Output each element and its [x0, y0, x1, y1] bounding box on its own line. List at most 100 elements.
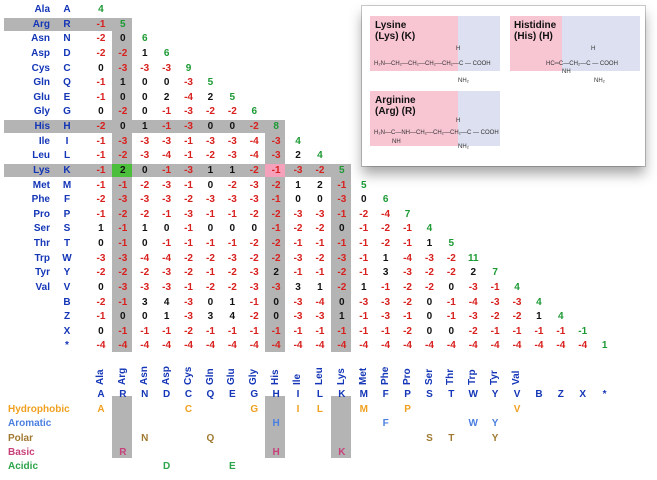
- cell-H-A: -2: [96, 121, 106, 133]
- cell-V-C: -1: [184, 281, 193, 293]
- cell-B-B: 4: [536, 296, 542, 308]
- col-name-S: Ser: [423, 368, 435, 385]
- cell-X-D: -1: [162, 325, 172, 337]
- col-code-N: N: [141, 389, 149, 400]
- cell-Y-P: -3: [403, 267, 412, 279]
- row-code-X: X: [63, 325, 71, 337]
- row-code-W: W: [62, 252, 72, 264]
- cell-E-R: 0: [120, 91, 126, 103]
- cell-S-D: 0: [163, 223, 170, 235]
- cell-W-M: -1: [359, 252, 369, 264]
- cell-L-N: -3: [140, 150, 150, 162]
- cell-V-T: 0: [448, 281, 455, 293]
- col-name-Y: Tyr: [489, 370, 501, 385]
- cell-I-G: -4: [249, 135, 259, 147]
- cell-S-S: 4: [426, 223, 433, 235]
- lys-his-highlight: [265, 163, 286, 177]
- cell-V-Y: -1: [490, 281, 500, 293]
- col-name-H: His: [270, 369, 282, 385]
- cell-F-R: -3: [118, 194, 128, 206]
- cell-A-A: 4: [98, 4, 104, 15]
- cell-L-H: -3: [271, 150, 281, 162]
- property-polar-S: S: [426, 432, 433, 444]
- cell-W-W: 11: [467, 252, 479, 264]
- cell-X-F: -1: [381, 325, 391, 337]
- property-hydrophobic-I: I: [296, 404, 300, 415]
- cell-Z-S: 0: [426, 311, 433, 323]
- cell-H-C: -3: [184, 121, 193, 133]
- col-code-S: S: [426, 389, 433, 400]
- property-hydrophobic-P: P: [404, 404, 411, 415]
- row-name-K: Lys: [33, 164, 50, 176]
- cell-T-A: 0: [98, 238, 104, 250]
- cell-V-N: -3: [140, 281, 150, 293]
- cell-*-*: 1: [601, 340, 608, 352]
- col-name-W: Trp: [467, 369, 479, 385]
- cell-G-A: 0: [98, 106, 104, 118]
- cell-X-P: -2: [403, 325, 412, 337]
- cell-E-Q: 2: [207, 91, 214, 103]
- cell-P-C: -3: [184, 208, 193, 220]
- row-name-R: Arg: [32, 18, 50, 30]
- lys-arg-highlight: [111, 163, 132, 177]
- cell-S-C: -1: [184, 223, 193, 235]
- cell-V-K: -2: [337, 281, 347, 293]
- cell-T-R: -1: [118, 238, 128, 250]
- col-name-V: Val: [511, 370, 523, 385]
- cell-I-R: -3: [118, 135, 128, 147]
- cell-F-K: -3: [337, 194, 347, 206]
- lysine-chain: H₂N—CH₂—CH₂—CH₂—CH₂—C — COOH: [374, 61, 491, 67]
- cell-M-I: 1: [295, 179, 301, 191]
- cell-C-C: 9: [185, 62, 192, 74]
- col-code-B: B: [535, 389, 543, 400]
- col-code-Y: Y: [491, 389, 499, 400]
- cell-*-V: -4: [512, 340, 522, 352]
- cell-E-C: -4: [184, 91, 193, 103]
- cell-*-C: -4: [184, 340, 193, 352]
- cell-H-D: -1: [162, 121, 172, 133]
- cell-W-D: -4: [162, 252, 172, 264]
- cell-W-Q: -2: [205, 252, 215, 264]
- cell-I-D: -3: [162, 135, 172, 147]
- cell-M-N: -2: [140, 179, 150, 191]
- cell-Y-K: -2: [337, 267, 347, 279]
- cell-*-F: -4: [381, 340, 391, 352]
- highlight-col-R: [111, 17, 132, 353]
- cell-C-A: 0: [98, 62, 104, 74]
- cell-B-L: -4: [315, 296, 325, 308]
- col-code-W: W: [468, 389, 478, 400]
- row-code-Y: Y: [63, 267, 71, 279]
- cell-P-F: -4: [381, 208, 391, 220]
- cell-S-H: -1: [271, 223, 281, 235]
- histidine-title-bg: [510, 16, 562, 71]
- cell-B-F: -3: [381, 296, 391, 308]
- cell-S-Q: 0: [207, 223, 214, 235]
- cell-G-G: 6: [251, 106, 258, 118]
- highlight-col-H: [265, 120, 286, 353]
- cell-V-H: -3: [271, 281, 281, 293]
- cell-B-A: -2: [96, 296, 106, 308]
- cell-B-P: -2: [403, 296, 412, 308]
- col-code-X: X: [579, 389, 587, 400]
- cell-Y-L: -1: [315, 267, 325, 279]
- cell-Q-Q: 5: [207, 77, 214, 89]
- property-basic-H: H: [272, 446, 280, 458]
- cell-T-Q: -1: [205, 238, 215, 250]
- cell-K-E: 1: [229, 164, 236, 176]
- cell-Z-Z: 4: [558, 311, 564, 323]
- cell-*-X: -4: [578, 340, 588, 352]
- cell-V-S: -2: [424, 281, 434, 293]
- basic-residues-inset: Lysine (Lys) (K) Histidine (His) (H) Arg…: [362, 6, 645, 166]
- cell-V-V: 4: [514, 281, 520, 293]
- highlight-row-H: [4, 120, 276, 134]
- cell-F-F: 6: [382, 194, 389, 206]
- lysine-structure-bg: [458, 16, 500, 71]
- cell-B-Y: -3: [490, 296, 500, 308]
- row-code-V: V: [63, 281, 71, 293]
- cell-S-R: -1: [118, 223, 128, 235]
- cell-K-L: -2: [315, 164, 325, 176]
- cell-P-A: -1: [96, 208, 106, 220]
- histidine-title: Histidine (His) (H): [514, 20, 557, 42]
- cell-W-E: -3: [227, 252, 237, 264]
- cell-T-C: -1: [184, 238, 193, 250]
